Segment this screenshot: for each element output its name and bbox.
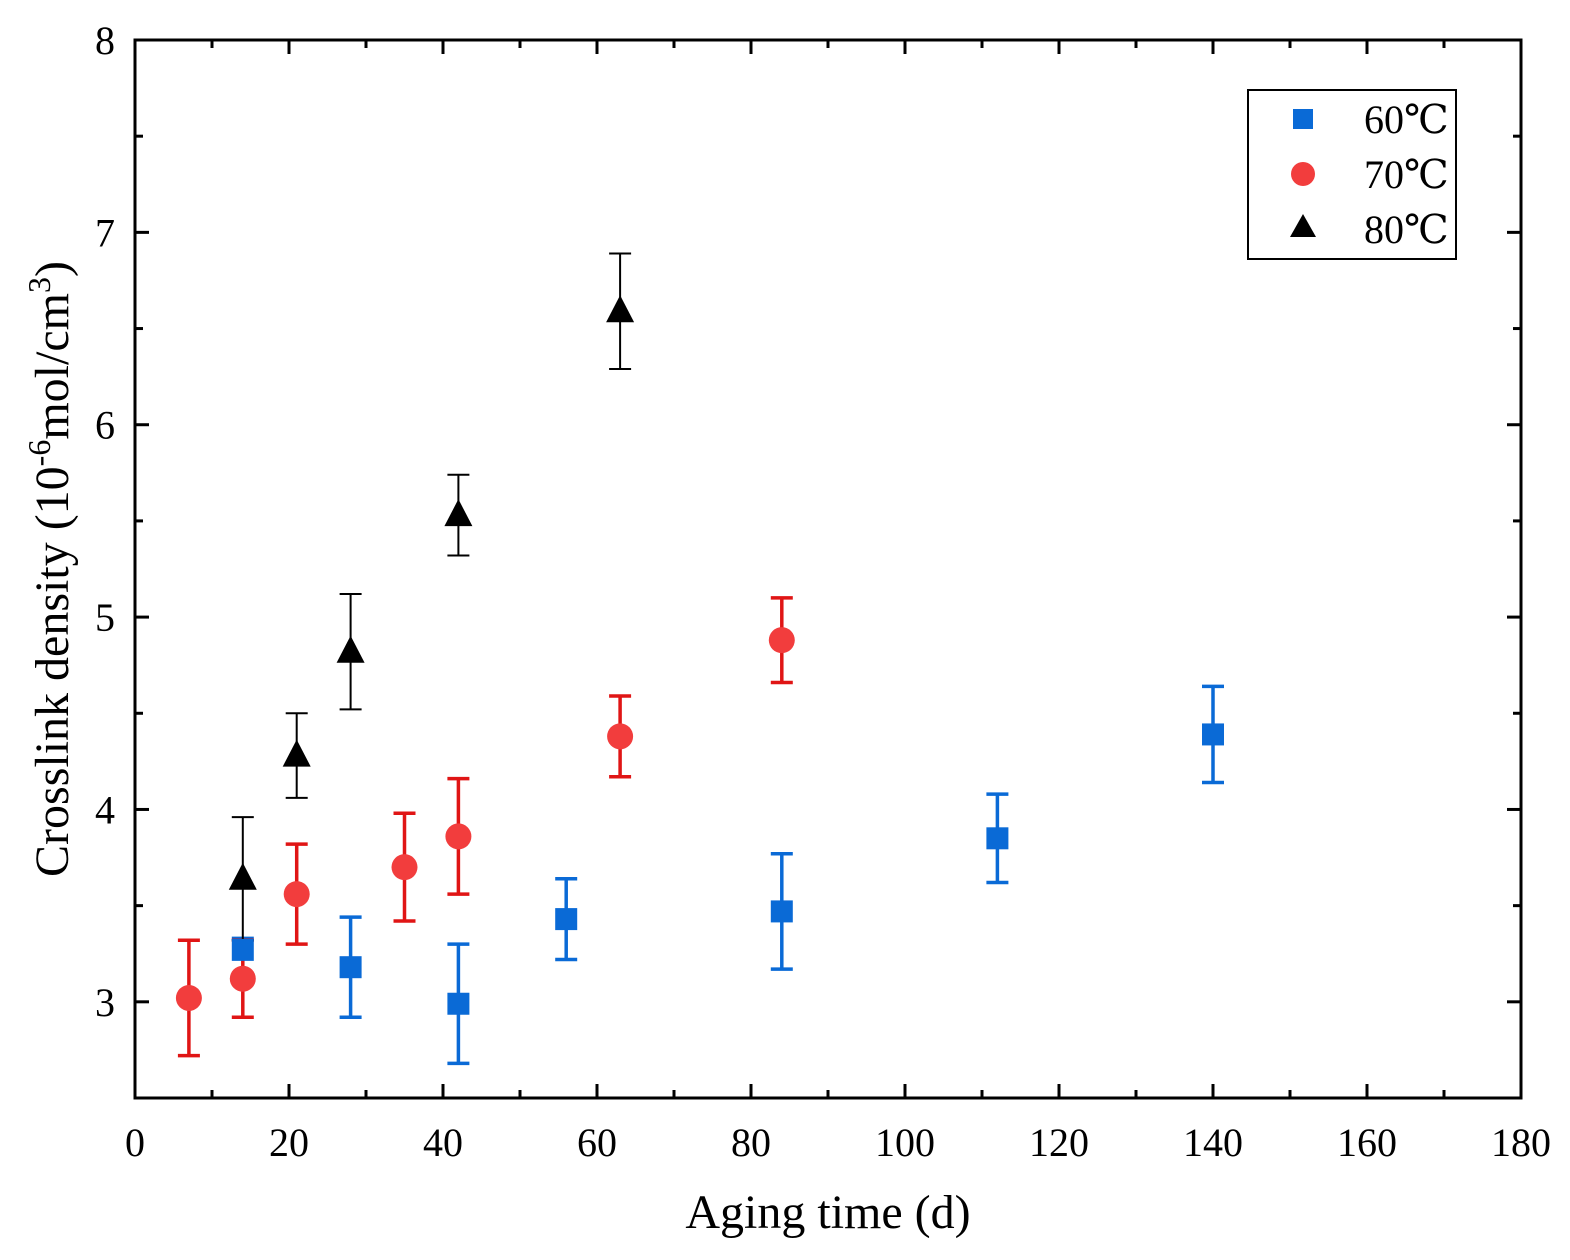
point-70c	[175, 984, 202, 1011]
x-tick-label: 180	[1491, 1120, 1551, 1165]
errorbars-layer	[177, 252, 1224, 1066]
y-tick-label: 8	[95, 18, 115, 63]
legend-marker-60c	[1293, 109, 1313, 129]
plot-frame	[133, 38, 1523, 1100]
point-70c	[607, 723, 634, 750]
point-80c	[444, 499, 473, 527]
point-80c	[606, 295, 635, 323]
x-tick-label: 60	[577, 1120, 617, 1165]
x-tick-label: 100	[875, 1120, 935, 1165]
point-70c	[768, 627, 795, 654]
point-60c	[770, 900, 793, 923]
x-tick-label: 120	[1029, 1120, 1089, 1165]
legend: 60℃ 70℃ 80℃	[1247, 89, 1457, 260]
point-60c	[231, 938, 254, 961]
point-70c	[391, 854, 418, 881]
y-tick-label: 5	[95, 595, 115, 640]
point-60c	[986, 827, 1009, 850]
y-tick-label: 4	[95, 787, 115, 832]
y-axis-title-exp2: 3	[21, 277, 57, 293]
point-80c	[228, 862, 257, 890]
y-tick-label: 6	[95, 403, 115, 448]
y-axis-title: Crosslink density (10-6mol/cm3)	[21, 261, 79, 877]
y-axis-title-exp1: -6	[21, 440, 57, 467]
y-axis-title-unit: mol/cm	[26, 293, 79, 440]
point-70c	[229, 965, 256, 992]
point-70c	[283, 881, 310, 908]
point-70c	[445, 823, 472, 850]
legend-label-80c: 80℃	[1364, 207, 1449, 252]
y-tick-label: 7	[95, 210, 115, 255]
point-80c	[336, 635, 365, 663]
point-60c	[555, 908, 578, 931]
x-tick-label: 0	[125, 1120, 145, 1165]
x-tick-label: 40	[423, 1120, 463, 1165]
markers-layer	[175, 295, 1224, 1015]
x-tick-label: 140	[1183, 1120, 1243, 1165]
point-60c	[339, 956, 362, 979]
x-tick-label: 160	[1337, 1120, 1397, 1165]
point-80c	[282, 739, 311, 767]
legend-label-60c: 60℃	[1364, 97, 1449, 142]
y-axis-title-close: )	[26, 261, 79, 277]
x-axis-title: Aging time (d)	[685, 1186, 970, 1239]
x-tick-label: 20	[269, 1120, 309, 1165]
point-60c	[1202, 723, 1224, 746]
legend-marker-80c	[1290, 214, 1316, 237]
tick-labels-layer: 0 20 40 60 80 100 120 140 160 180 3 4 5 6 7 8	[95, 18, 1551, 1165]
x-tick-label: 80	[731, 1120, 771, 1165]
y-axis-title-main: Crosslink density (10	[26, 466, 79, 877]
legend-marker-70c	[1291, 162, 1315, 186]
y-tick-label: 3	[95, 980, 115, 1025]
legend-label-70c: 70℃	[1364, 152, 1449, 197]
point-60c	[447, 992, 470, 1015]
legend-box	[1247, 89, 1457, 260]
